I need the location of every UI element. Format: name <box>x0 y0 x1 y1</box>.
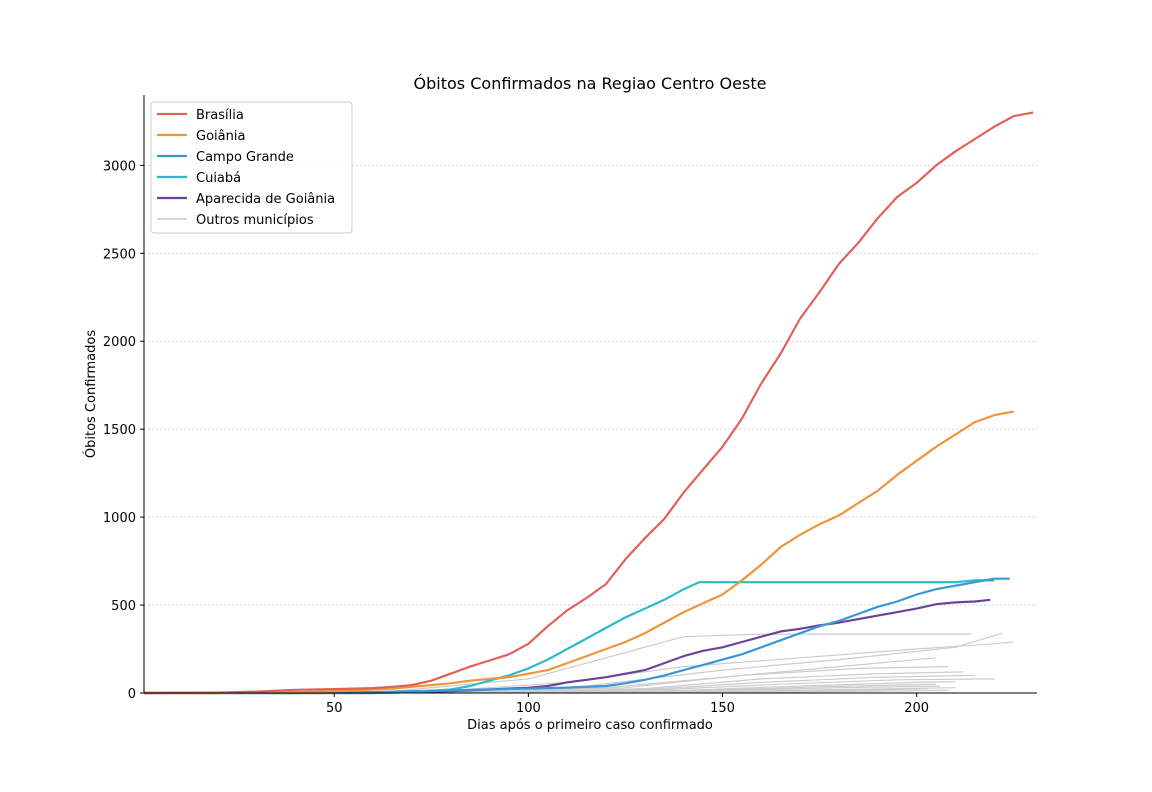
axes <box>143 95 1037 694</box>
y-tick-label: 2500 <box>103 247 136 262</box>
x-axis-label: Dias após o primeiro caso confirmado <box>467 718 713 733</box>
other-municipality-line <box>489 671 964 694</box>
legend: Brasília Goiânia Campo Grande Cuiabá Apareci… <box>150 101 353 234</box>
legend-label-cuiaba: Cuiabá <box>196 171 241 186</box>
series-lines <box>143 111 1034 695</box>
other-municipality-line <box>470 666 948 694</box>
x-tick-label: 200 <box>904 701 929 716</box>
y-tick-label: 500 <box>111 599 136 614</box>
legend-label-goiania: Goiânia <box>196 129 245 144</box>
ticks: 0 500 1000 1500 2000 2500 3000 50 100 150 200 <box>103 159 929 716</box>
legend-label-brasilia: Brasília <box>196 108 244 123</box>
other-municipality-line <box>528 681 956 694</box>
other-municipalities-lines <box>373 632 1014 694</box>
y-tick-label: 3000 <box>103 159 136 174</box>
series-line-aparecida-de-goiania <box>144 598 991 695</box>
x-tick-label: 100 <box>516 701 541 716</box>
legend-box <box>150 101 353 234</box>
chart-title: Óbitos Confirmados na Regiao Centro Oest… <box>414 74 767 93</box>
other-municipality-line <box>373 633 971 694</box>
legend-label-outros-municipios: Outros municípios <box>196 213 314 228</box>
other-municipality-line <box>528 678 995 694</box>
series-line-campo-grande <box>144 577 1010 695</box>
y-tick-label: 0 <box>128 687 136 702</box>
y-axis-label: Óbitos Confirmados <box>83 330 99 458</box>
legend-label-campo-grande: Campo Grande <box>196 150 294 165</box>
other-municipality-line <box>431 632 1003 694</box>
series-line-cuiaba <box>144 579 995 695</box>
y-tick-label: 1500 <box>103 423 136 438</box>
series-line-goiania <box>144 410 1014 695</box>
series-line-brasilia <box>143 111 1034 695</box>
x-tick-label: 50 <box>326 701 343 716</box>
legend-label-aparecida-de-goiania: Aparecida de Goiânia <box>196 192 335 207</box>
x-tick-label: 150 <box>710 701 735 716</box>
y-tick-label: 2000 <box>103 335 136 350</box>
y-tick-label: 1000 <box>103 511 136 526</box>
